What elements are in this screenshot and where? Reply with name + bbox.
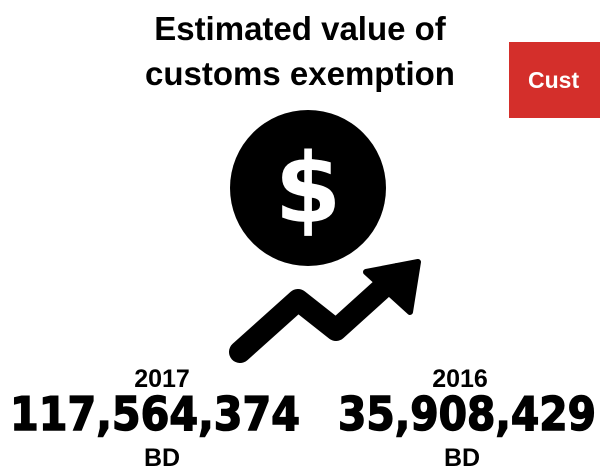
tab-button[interactable]: Cust — [509, 42, 600, 118]
year: 2016 — [432, 365, 488, 393]
title: Estimated value of customs exemption — [145, 10, 455, 92]
year: 2017 — [134, 365, 190, 393]
dollar-icon: $ — [275, 133, 342, 245]
trend-arrow — [229, 263, 409, 363]
arrow-head — [363, 259, 421, 315]
unit: BD — [444, 444, 480, 470]
dollar-circle — [230, 110, 386, 266]
unit: BD — [144, 444, 180, 470]
amount: 35,908,429 — [338, 387, 596, 441]
amount: 117,564,374 — [10, 387, 300, 441]
